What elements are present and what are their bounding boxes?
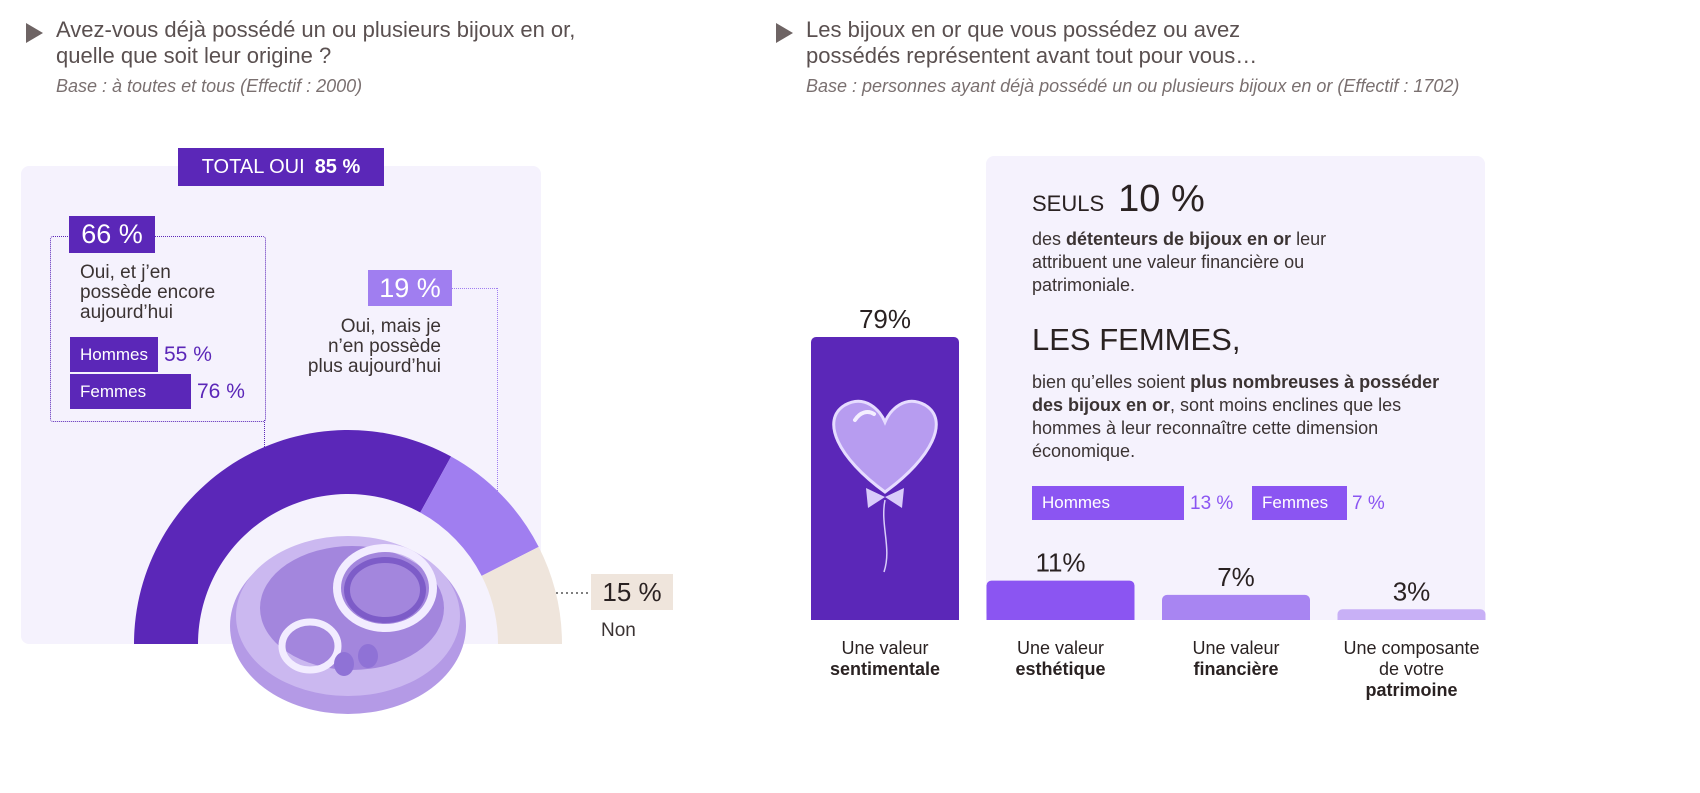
right-info-panel (986, 156, 1485, 620)
info2-part-b: plus nombreuses à posséder (1190, 372, 1440, 392)
bar-category-label-1-line-1: Une valeur (841, 638, 928, 658)
bar-value-label-1: 79% (859, 304, 911, 334)
info-paragraph-2: bien qu’elles soient plus nombreuses à p… (1032, 371, 1439, 463)
bar-base-mask-2 (986, 620, 1135, 628)
info2-line-3: hommes à leur reconnaître cette dimensio… (1032, 418, 1379, 438)
bar-category-label-3-line-2: financière (1193, 659, 1278, 679)
bullet-arrow-icon-2 (776, 23, 793, 43)
bar-base-mask-3 (1162, 620, 1310, 628)
right-question-line-2: possédés représentent avant tout pour vo… (806, 43, 1258, 68)
right-base-note: Base : personnes ayant déjà possédé un o… (806, 76, 1460, 96)
former-leader-h (452, 288, 497, 289)
owns-desc-line-3: aujourd’hui (80, 302, 173, 323)
men-value: 55 % (164, 343, 212, 366)
right-question-line-1: Les bijoux en or que vous possédez ou av… (806, 17, 1241, 42)
info2-part-c: des bijoux en or (1032, 395, 1171, 415)
former-leader-v (497, 288, 498, 493)
bar-value-label-2: 11% (1035, 548, 1085, 578)
former-description: Oui, mais je n’en possède plus aujourd’h… (290, 317, 441, 377)
bar-value-label-4: 3% (1393, 576, 1431, 606)
bar-base-mask-1 (811, 620, 959, 628)
former-desc-line-2: n’en possède (327, 336, 441, 357)
owns-desc-line-2: possède encore (80, 282, 216, 303)
left-base-note: Base : à toutes et tous (Effectif : 2000… (56, 76, 363, 96)
info1-line-2: attribuent une valeur financière ou (1032, 252, 1305, 272)
bar-value-label-3: 7% (1217, 562, 1255, 592)
info1-part-a: des (1032, 229, 1067, 249)
no-label: Non (601, 620, 636, 641)
info2-part-a: bien qu’elles soient (1032, 372, 1191, 392)
owns-group-frame (50, 236, 266, 422)
info1-part-c: leur (1291, 229, 1327, 249)
left-question-title: Avez-vous déjà possédé un ou plusieurs b… (56, 17, 575, 69)
seuls-value: 10 % (1118, 178, 1205, 220)
femmes-heading: LES FEMMES, (1032, 322, 1241, 357)
right-women-value: 7 % (1352, 493, 1385, 514)
ownership-semi-donut (134, 430, 590, 714)
donut-segment-3 (481, 546, 562, 644)
info2-line-4: économique. (1032, 441, 1136, 461)
former-pct-tag: 19 % (368, 270, 452, 306)
total-yes-label: TOTAL OUI (201, 155, 305, 178)
total-yes-banner: TOTAL OUI 85 % (178, 148, 384, 186)
owns-description: Oui, et j’en possède encore aujourd’hui (80, 263, 215, 323)
bar-category-label-4-line-3: patrimoine (1365, 680, 1457, 700)
bar-category-label-2-line-2: esthétique (1015, 659, 1105, 679)
right-men-value: 13 % (1190, 493, 1234, 514)
bar-base-mask-4 (1337, 620, 1486, 628)
bar-category-label-1-line-2: sentimentale (830, 659, 940, 679)
info1-line-3: patrimoniale. (1032, 275, 1136, 295)
left-question-line-1: Avez-vous déjà possédé un ou plusieurs b… (56, 17, 576, 42)
seuls-label: SEULS (1032, 191, 1105, 216)
right-men-tag: Hommes (1032, 486, 1184, 520)
right-question-title: Les bijoux en or que vous possédez ou av… (806, 17, 1257, 69)
left-question-line-2: quelle que soit leur origine ? (56, 43, 332, 68)
bar-category-label-2-line-1: Une valeur (1017, 638, 1104, 658)
info1-part-b: détenteurs de bijoux en or (1066, 229, 1292, 249)
owns-leader-line (264, 420, 265, 453)
jewelry-dish-illustration (230, 536, 466, 714)
owns-desc-line-1: Oui, et j’en (80, 262, 171, 283)
total-yes-value: 85 % (314, 155, 361, 178)
bar-category-label-3-line-1: Une valeur (1192, 638, 1279, 658)
bullet-arrow-icon (26, 23, 43, 43)
bar-3 (1162, 594, 1310, 626)
no-pct-tag: 15 % (591, 574, 673, 610)
women-tag: Femmes (70, 374, 191, 409)
right-women-tag: Femmes (1252, 486, 1347, 520)
owns-pct-tag: 66 % (69, 216, 155, 253)
former-desc-line-1: Oui, mais je (340, 316, 441, 337)
info-paragraph-1: des détenteurs de bijoux en or leur attr… (1032, 228, 1326, 297)
donut-segment-2 (420, 456, 539, 576)
men-tag: Hommes (70, 337, 158, 372)
women-value: 76 % (197, 380, 245, 403)
seuls-statement: SEULS 10 % (1032, 178, 1205, 221)
heart-balloon-icon (832, 399, 938, 573)
bar-2 (986, 580, 1135, 626)
former-desc-line-3: plus aujourd’hui (307, 356, 441, 377)
donut-segment-1 (134, 430, 452, 644)
bar-category-label-4-line-2: de votre (1379, 659, 1444, 679)
bar-category-label-4-line-1: Une composante (1343, 638, 1479, 658)
info2-part-d: , sont moins enclines que les (1170, 395, 1402, 415)
